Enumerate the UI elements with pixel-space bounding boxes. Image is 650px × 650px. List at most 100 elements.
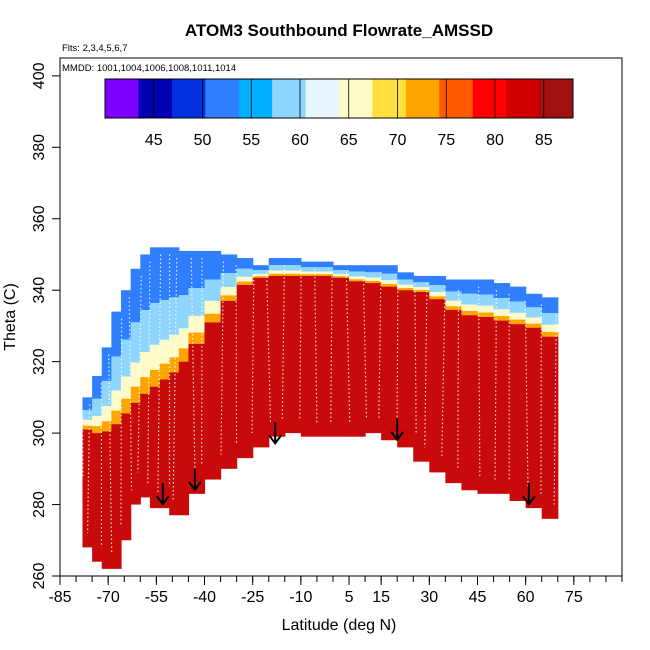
band-cool bbox=[220, 273, 238, 287]
dates-label: MMDD: 1001,1004,1006,1008,1011,1014 bbox=[62, 63, 236, 74]
x-tick-label: -55 bbox=[145, 589, 168, 606]
x-tick-label: -25 bbox=[241, 589, 264, 606]
band-core bbox=[188, 343, 206, 494]
band-cool bbox=[169, 297, 180, 335]
band-warm bbox=[397, 288, 414, 291]
band-core bbox=[493, 320, 511, 494]
band-cool bbox=[413, 282, 430, 288]
band-core bbox=[541, 336, 559, 519]
chart-title: ATOM3 Southbound Flowrate_AMSSD bbox=[185, 21, 493, 40]
band-core bbox=[349, 281, 366, 437]
band-cool bbox=[397, 279, 414, 285]
arrow-marker bbox=[390, 418, 404, 442]
band-neutral bbox=[252, 273, 270, 277]
band-warm bbox=[111, 410, 122, 425]
band-warm bbox=[316, 274, 334, 276]
colorbar-tick-label: 50 bbox=[194, 132, 212, 149]
band-core bbox=[284, 275, 302, 434]
band-cold bbox=[252, 265, 270, 271]
flight-track bbox=[190, 258, 196, 480]
band-warm bbox=[149, 369, 161, 387]
flight-track bbox=[108, 354, 113, 555]
band-core bbox=[509, 324, 527, 501]
band-neutral bbox=[140, 352, 151, 378]
band-cool bbox=[365, 272, 382, 278]
band-warm bbox=[169, 357, 180, 373]
band-core bbox=[477, 317, 495, 494]
band-core bbox=[92, 433, 103, 562]
band-cold bbox=[525, 293, 543, 308]
band-cool bbox=[461, 293, 479, 305]
band-warm bbox=[140, 377, 151, 394]
band-warm bbox=[159, 363, 170, 380]
band-warm bbox=[130, 386, 141, 403]
band-neutral bbox=[397, 284, 414, 289]
colorbar-tick-label: 70 bbox=[389, 132, 407, 149]
band-cold bbox=[332, 265, 350, 271]
band-neutral bbox=[268, 270, 286, 274]
band-neutral bbox=[429, 292, 446, 297]
band-warm bbox=[178, 348, 190, 362]
flight-track bbox=[457, 290, 460, 469]
band-cool bbox=[149, 303, 161, 345]
y-tick-label: 320 bbox=[31, 348, 48, 375]
band-cool bbox=[541, 313, 559, 325]
band-warm bbox=[461, 310, 479, 316]
band-cold bbox=[159, 247, 170, 301]
y-tick-label: 380 bbox=[31, 134, 48, 161]
band-neutral bbox=[236, 276, 254, 282]
band-neutral bbox=[178, 328, 190, 349]
band-cold bbox=[316, 261, 334, 268]
band-neutral bbox=[349, 276, 366, 280]
band-warm bbox=[188, 332, 206, 344]
x-axis-label: Latitude (deg N) bbox=[282, 617, 397, 634]
band-warm bbox=[220, 295, 238, 301]
band-neutral bbox=[413, 287, 430, 291]
band-cool bbox=[445, 291, 463, 301]
plot-area bbox=[81, 247, 559, 569]
flight-track bbox=[86, 404, 91, 534]
band-warm bbox=[365, 280, 382, 284]
band-core bbox=[236, 284, 254, 459]
colorbar-tick-label: 60 bbox=[291, 132, 309, 149]
colorbar-swatch bbox=[272, 79, 307, 118]
band-cool bbox=[236, 268, 254, 277]
band-cold bbox=[204, 250, 222, 280]
band-warm bbox=[381, 284, 398, 287]
band-core bbox=[300, 275, 318, 437]
y-tick-label: 300 bbox=[31, 420, 48, 447]
band-neutral bbox=[169, 334, 180, 358]
band-warm bbox=[300, 274, 318, 276]
band-warm bbox=[92, 426, 103, 434]
band-warm bbox=[493, 316, 511, 321]
band-neutral bbox=[493, 309, 511, 317]
colorbar-tick-label: 80 bbox=[486, 132, 504, 149]
band-cold bbox=[397, 272, 414, 280]
band-neutral bbox=[130, 362, 141, 387]
y-tick-label: 400 bbox=[31, 62, 48, 89]
band-cold bbox=[541, 297, 559, 314]
flight-track bbox=[281, 265, 286, 419]
band-cold bbox=[284, 258, 302, 266]
band-cold bbox=[268, 258, 286, 266]
band-cool bbox=[188, 288, 206, 316]
flight-track bbox=[147, 261, 151, 484]
flight-track bbox=[424, 283, 428, 448]
band-neutral bbox=[220, 286, 238, 296]
band-neutral bbox=[477, 305, 495, 313]
band-warm bbox=[477, 312, 495, 317]
band-cool bbox=[268, 265, 286, 271]
band-core bbox=[429, 299, 446, 473]
colorbar: 45 50 55 60 65 70 75 80 85 bbox=[104, 78, 574, 149]
colorbar-tick-label: 85 bbox=[535, 132, 553, 149]
band-cold bbox=[188, 250, 206, 289]
band-neutral bbox=[82, 419, 93, 426]
band-cold bbox=[349, 265, 366, 272]
band-warm bbox=[82, 425, 93, 430]
band-warm bbox=[332, 276, 350, 278]
flight-track bbox=[330, 272, 333, 423]
band-warm bbox=[236, 281, 254, 285]
band-core bbox=[101, 431, 112, 569]
colorbar-swatch bbox=[405, 79, 440, 118]
